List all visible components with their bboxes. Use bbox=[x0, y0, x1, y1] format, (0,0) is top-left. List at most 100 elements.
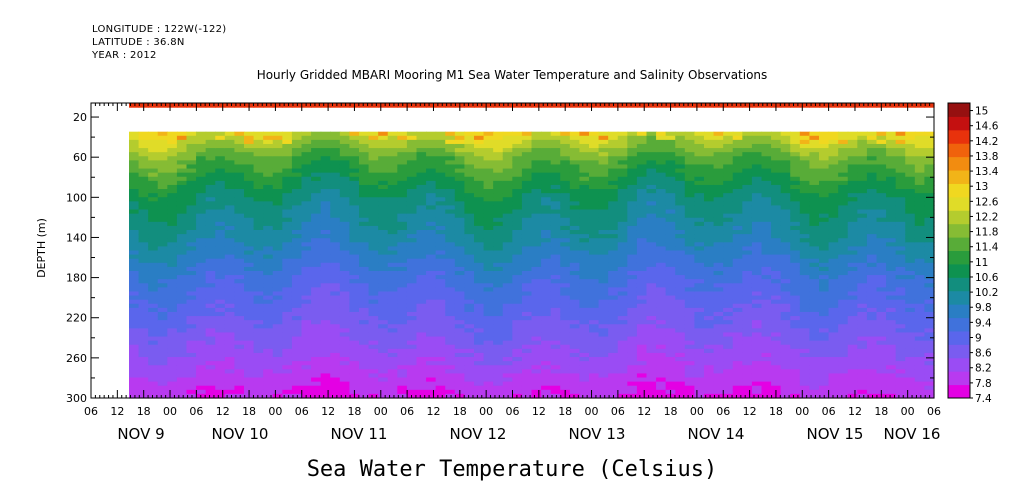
heatmap-cell bbox=[694, 348, 705, 354]
heatmap-cell bbox=[253, 389, 264, 395]
heatmap-cell bbox=[512, 254, 523, 260]
heatmap-cell bbox=[311, 332, 322, 338]
heatmap-cell bbox=[311, 234, 322, 239]
heatmap-cell bbox=[359, 393, 370, 399]
heatmap-cell bbox=[656, 152, 667, 157]
heatmap-cell bbox=[397, 275, 408, 280]
heatmap-cell bbox=[445, 283, 456, 288]
heatmap-cell bbox=[301, 328, 312, 334]
heatmap-cell bbox=[186, 148, 197, 153]
heatmap-cell bbox=[406, 340, 418, 346]
heatmap-cell bbox=[617, 148, 628, 153]
heatmap-cell bbox=[512, 299, 523, 305]
heatmap-cell bbox=[435, 311, 446, 317]
heatmap-cell bbox=[464, 197, 475, 202]
heatmap-cell bbox=[196, 184, 207, 190]
heatmap-cell bbox=[157, 393, 168, 399]
heatmap-cell bbox=[790, 221, 801, 227]
heatmap-cell bbox=[311, 205, 322, 211]
heatmap-cell bbox=[627, 389, 638, 395]
heatmap-cell bbox=[282, 176, 293, 182]
heatmap-cell bbox=[196, 225, 207, 231]
heatmap-cell bbox=[157, 328, 168, 334]
heatmap-cell bbox=[627, 184, 638, 190]
heatmap-cell bbox=[426, 148, 437, 153]
heatmap-cell bbox=[636, 336, 648, 342]
heatmap-cell bbox=[464, 311, 475, 317]
heatmap-cell bbox=[531, 385, 542, 391]
heatmap-cell bbox=[521, 340, 533, 346]
heatmap-cell bbox=[751, 303, 763, 309]
heatmap-cell bbox=[627, 307, 638, 313]
heatmap-cell bbox=[378, 213, 389, 219]
heatmap-cell bbox=[368, 266, 379, 272]
heatmap-cell bbox=[665, 311, 676, 317]
heatmap-cell bbox=[838, 193, 849, 198]
heatmap-cell bbox=[148, 311, 159, 317]
heatmap-cell bbox=[263, 279, 274, 284]
heatmap-cell bbox=[378, 230, 389, 235]
heatmap-cell bbox=[196, 176, 207, 182]
heatmap-cell bbox=[560, 332, 571, 338]
heatmap-cell bbox=[176, 316, 188, 321]
heatmap-cell bbox=[799, 275, 811, 280]
heatmap-cell bbox=[512, 324, 523, 329]
heatmap-cell bbox=[397, 246, 408, 252]
heatmap-cell bbox=[445, 217, 456, 223]
heatmap-cell bbox=[387, 246, 398, 252]
heatmap-cell bbox=[263, 221, 274, 227]
heatmap-cell bbox=[349, 168, 360, 174]
heatmap-cell bbox=[627, 311, 638, 317]
heatmap-cell bbox=[838, 377, 849, 383]
heatmap-cell bbox=[617, 373, 628, 379]
heatmap-cell bbox=[349, 201, 360, 207]
heatmap-cell bbox=[646, 307, 657, 313]
heatmap-cell bbox=[541, 340, 552, 346]
heatmap-cell bbox=[330, 250, 341, 256]
heatmap-cell bbox=[627, 357, 638, 362]
heatmap-cell bbox=[646, 180, 657, 186]
heatmap-cell bbox=[809, 246, 820, 252]
heatmap-cell bbox=[224, 193, 236, 198]
heatmap-cell bbox=[234, 209, 245, 215]
heatmap-cell bbox=[282, 160, 293, 166]
heatmap-cell bbox=[282, 389, 293, 395]
heatmap-cell bbox=[665, 234, 676, 239]
heatmap-cell bbox=[521, 180, 533, 186]
heatmap-cell bbox=[282, 201, 293, 207]
heatmap-cell bbox=[196, 381, 207, 387]
heatmap-cell bbox=[138, 225, 149, 231]
heatmap-cell bbox=[771, 279, 782, 284]
heatmap-cell bbox=[589, 209, 600, 215]
heatmap-cell bbox=[656, 352, 667, 358]
heatmap-cell bbox=[627, 262, 638, 268]
heatmap-cell bbox=[349, 139, 360, 145]
heatmap-cell bbox=[799, 365, 811, 370]
heatmap-cell bbox=[502, 143, 513, 149]
heatmap-cell bbox=[205, 193, 216, 198]
heatmap-cell bbox=[244, 180, 255, 186]
heatmap-cell bbox=[406, 258, 418, 264]
heatmap-cell bbox=[129, 275, 140, 280]
heatmap-cell bbox=[579, 180, 590, 186]
heatmap-cell bbox=[416, 184, 427, 190]
heatmap-cell bbox=[224, 156, 236, 161]
heatmap-cell bbox=[205, 373, 216, 379]
heatmap-cell bbox=[608, 295, 619, 301]
heatmap-cell bbox=[608, 377, 619, 383]
heatmap-cell bbox=[694, 320, 705, 325]
heatmap-cell bbox=[311, 213, 322, 219]
heatmap-cell bbox=[176, 303, 188, 309]
heatmap-cell bbox=[550, 283, 561, 288]
heatmap-cell bbox=[339, 361, 351, 366]
heatmap-cell bbox=[483, 340, 494, 346]
heatmap-cell bbox=[291, 213, 303, 219]
heatmap-cell bbox=[359, 180, 370, 186]
heatmap-cell bbox=[617, 103, 628, 108]
heatmap-cell bbox=[416, 385, 427, 391]
heatmap-cell bbox=[148, 193, 159, 198]
heatmap-cell bbox=[272, 352, 283, 358]
heatmap-cell bbox=[301, 221, 312, 227]
heatmap-cell bbox=[819, 365, 830, 370]
heatmap-cell bbox=[282, 328, 293, 334]
